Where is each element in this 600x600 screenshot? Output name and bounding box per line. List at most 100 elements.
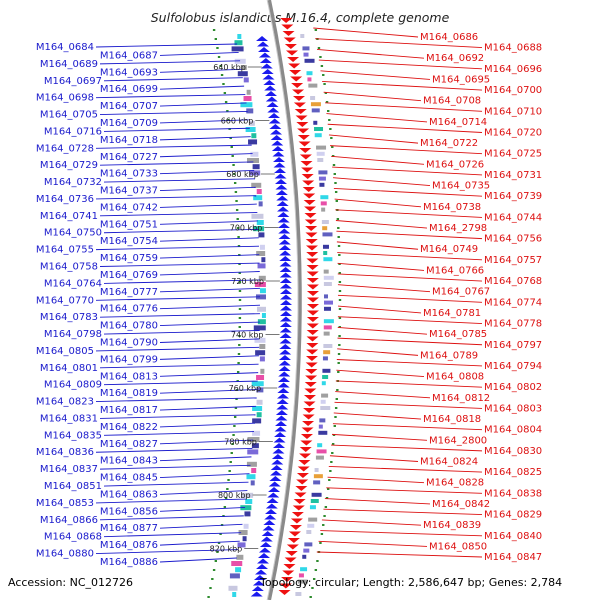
feature-block-inner — [243, 96, 252, 101]
leader-line — [159, 68, 242, 73]
gene-arrow-right-strand — [292, 505, 305, 511]
gene-label: M164_0731 — [484, 170, 542, 181]
feature-block-outer — [306, 530, 312, 534]
gene-arrow-right-strand — [281, 577, 294, 582]
scale-label: 700 kbp — [230, 224, 263, 233]
gene-arrow-right-strand — [305, 356, 318, 361]
feature-block-outer — [316, 449, 327, 454]
gene-label: M164_0720 — [484, 128, 542, 139]
leader-line — [99, 414, 256, 419]
leader-line — [337, 316, 483, 324]
gene-label: M164_0824 — [420, 456, 478, 467]
gene-label: M164_0759 — [100, 253, 158, 264]
gene-arrow-left-strand — [279, 316, 292, 322]
feature-block-inner — [253, 195, 263, 201]
gene-label: M164_0705 — [40, 110, 98, 121]
leader-line — [336, 241, 419, 250]
feature-block-inner — [259, 244, 265, 250]
gene-arrow-left-strand — [277, 212, 290, 217]
leader-line — [335, 209, 483, 218]
gene-arrow-left-strand — [261, 69, 274, 74]
feature-block-inner — [256, 412, 262, 418]
gene-label: M164_0805 — [36, 346, 94, 357]
leader-line — [333, 187, 483, 197]
feature-block-inner — [254, 282, 266, 287]
feature-block-outer — [316, 151, 325, 156]
leader-line — [337, 337, 483, 346]
feature-block-outer — [322, 244, 329, 249]
gene-label: M164_0851 — [44, 481, 102, 492]
backbone-highlight — [266, 0, 299, 600]
gene-arrow-left-strand — [274, 173, 287, 179]
feature-block-outer — [307, 77, 312, 82]
gene-arrow-left-strand — [270, 135, 283, 140]
leader-line — [103, 431, 255, 436]
gene-arrow-right-strand — [285, 551, 298, 556]
gene-arrow-right-strand — [305, 232, 318, 238]
gene-arrow-right-strand — [300, 440, 313, 446]
scale-label: 640 kbp — [213, 63, 246, 72]
feature-block-outer — [304, 542, 313, 547]
gene-label: M164_0845 — [100, 473, 158, 484]
gene-arrow-right-strand — [296, 479, 309, 485]
leader-line — [103, 481, 249, 487]
gene-arrow-right-strand — [289, 525, 302, 530]
gene-label: M164_0835 — [44, 430, 102, 441]
leader-line — [159, 321, 260, 327]
gene-arrow-right-strand — [302, 187, 315, 192]
backbone-line — [267, 0, 302, 600]
leader-line — [317, 48, 425, 59]
gene-arrow-left-strand — [279, 289, 292, 294]
gene-arrow-right-strand — [298, 460, 311, 465]
gene-label: M164_0819 — [100, 388, 158, 399]
gene-label: M164_0733 — [100, 169, 158, 180]
gene-label: M164_0729 — [40, 160, 98, 171]
gene-arrow-left-strand — [279, 294, 292, 300]
leader-line — [159, 203, 257, 208]
gene-arrow-right-strand — [306, 297, 319, 303]
leader-line — [325, 102, 483, 112]
leader-line — [330, 444, 483, 452]
gene-label: M164_0769 — [100, 270, 158, 281]
gene-label: M164_0754 — [100, 236, 158, 247]
gene-arrow-left-strand — [271, 140, 284, 146]
gene-arrow-left-strand — [254, 569, 267, 575]
feature-block-outer — [310, 96, 316, 100]
gene-label: M164_0808 — [426, 372, 484, 383]
feature-block-inner — [257, 263, 266, 269]
gene-arrow-left-strand — [278, 239, 291, 245]
gene-arrow-right-strand — [300, 161, 313, 166]
leader-line — [103, 279, 260, 284]
feature-block-outer — [304, 58, 315, 63]
gene-arrow-right-strand — [297, 128, 310, 134]
feature-block-inner — [245, 127, 256, 132]
gene-arrow-left-strand — [274, 168, 287, 173]
gene-label: M164_0836 — [36, 447, 94, 458]
gene-arrow-right-strand — [299, 148, 312, 153]
gene-arrow-left-strand — [277, 217, 290, 223]
gene-label: M164_0847 — [484, 552, 542, 563]
gene-label: M164_2800 — [429, 435, 487, 446]
feature-block-inner — [232, 592, 237, 597]
gene-arrow-right-strand — [290, 518, 303, 524]
gene-label: M164_0840 — [484, 531, 542, 542]
feature-block-inner — [243, 523, 249, 529]
gene-arrow-left-strand — [277, 377, 290, 382]
leader-line — [315, 38, 483, 49]
gene-label: M164_0689 — [40, 59, 98, 70]
leader-line — [331, 433, 428, 441]
gene-arrow-right-strand — [306, 265, 319, 270]
gene-label: M164_0725 — [484, 149, 542, 160]
feature-block-outer — [300, 34, 305, 38]
feature-block-inner — [256, 189, 262, 194]
feature-block-inner — [251, 213, 264, 219]
feature-block-inner — [251, 133, 257, 139]
gene-arrow-left-strand — [257, 558, 270, 564]
gene-arrow-left-strand — [275, 410, 288, 415]
gene-arrow-left-strand — [277, 223, 290, 228]
gene-arrow-left-strand — [267, 492, 280, 498]
gene-arrow-right-strand — [282, 570, 295, 576]
feature-block-outer — [313, 474, 323, 479]
feature-block-outer — [311, 492, 322, 497]
